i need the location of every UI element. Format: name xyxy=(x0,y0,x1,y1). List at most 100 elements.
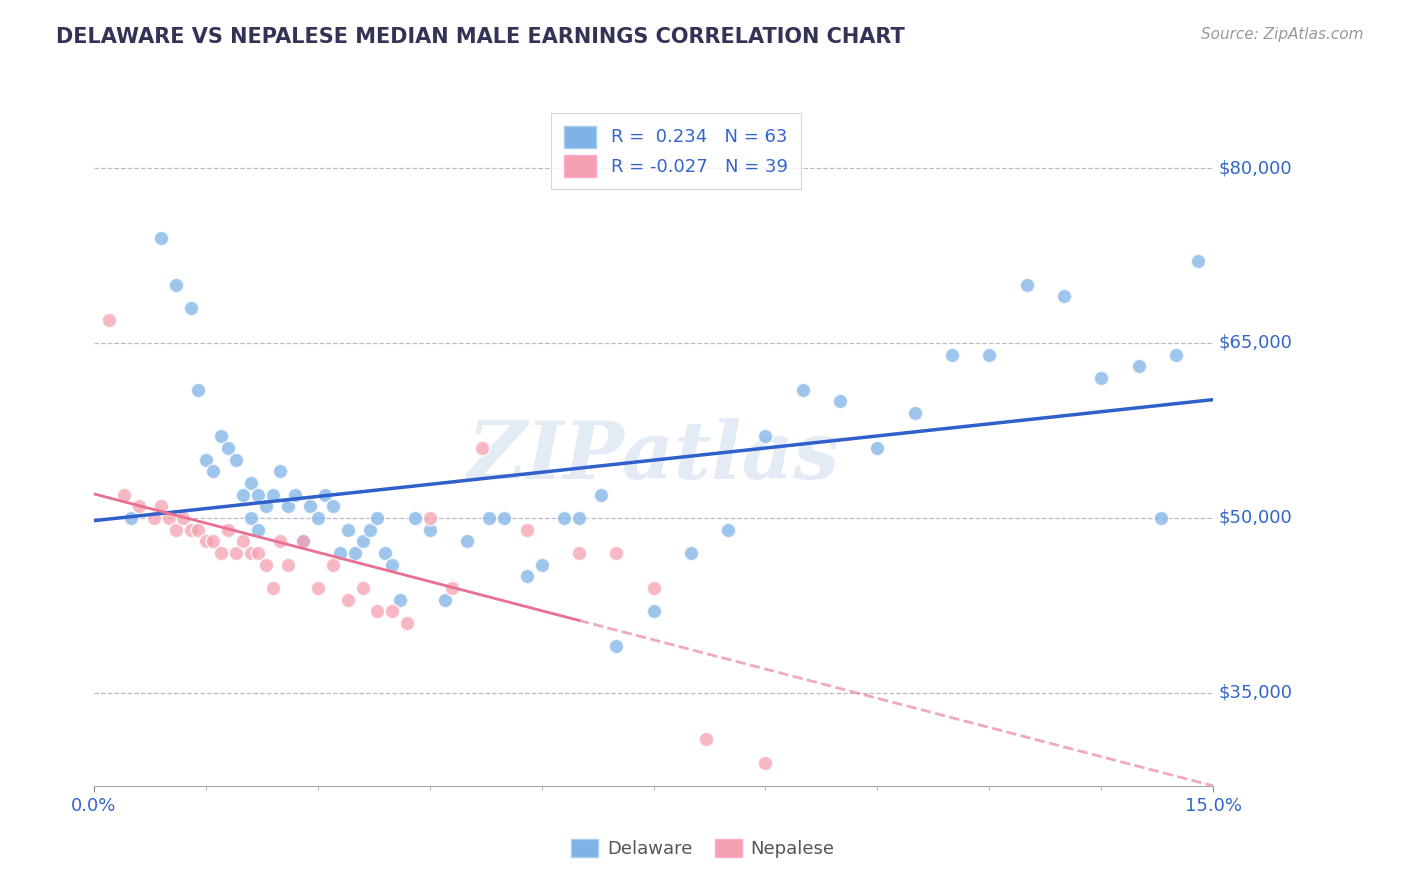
Point xyxy=(478,511,501,525)
Point xyxy=(247,546,270,560)
Point xyxy=(904,406,927,420)
Point xyxy=(433,592,456,607)
Point xyxy=(717,523,740,537)
Point xyxy=(307,511,329,525)
Point xyxy=(165,523,187,537)
Point xyxy=(239,511,262,525)
Point xyxy=(336,523,359,537)
Point xyxy=(262,581,284,595)
Point xyxy=(366,604,388,618)
Point xyxy=(1150,511,1173,525)
Point xyxy=(194,452,217,467)
Point xyxy=(419,511,441,525)
Point xyxy=(172,511,194,525)
Point xyxy=(941,348,963,362)
Point xyxy=(359,523,381,537)
Point xyxy=(284,487,307,501)
Point xyxy=(150,500,173,514)
Point xyxy=(456,534,478,549)
Point xyxy=(112,487,135,501)
Point xyxy=(366,511,388,525)
Text: $35,000: $35,000 xyxy=(1219,684,1292,702)
Point xyxy=(979,348,1001,362)
Point xyxy=(225,546,247,560)
Point xyxy=(1164,348,1187,362)
Point xyxy=(754,429,776,443)
Legend: R =  0.234   N = 63, R = -0.027   N = 39: R = 0.234 N = 63, R = -0.027 N = 39 xyxy=(551,113,800,189)
Point xyxy=(419,523,441,537)
Point xyxy=(120,511,142,525)
Point xyxy=(322,558,344,572)
Point xyxy=(187,523,209,537)
Point xyxy=(291,534,314,549)
Point xyxy=(180,523,202,537)
Point xyxy=(643,604,665,618)
Point xyxy=(591,487,613,501)
Point xyxy=(254,558,277,572)
Point xyxy=(254,500,277,514)
Point xyxy=(568,511,591,525)
Point xyxy=(157,511,180,525)
Point xyxy=(530,558,553,572)
Point xyxy=(1128,359,1150,374)
Point xyxy=(299,500,322,514)
Point xyxy=(277,558,299,572)
Point xyxy=(128,500,150,514)
Legend: Delaware, Nepalese: Delaware, Nepalese xyxy=(564,831,842,865)
Point xyxy=(754,756,776,770)
Point xyxy=(866,441,889,455)
Point xyxy=(291,534,314,549)
Point xyxy=(247,487,270,501)
Point xyxy=(352,534,374,549)
Point xyxy=(269,464,291,478)
Point xyxy=(516,569,538,583)
Point xyxy=(605,639,627,653)
Point xyxy=(239,475,262,490)
Point xyxy=(1090,371,1112,385)
Point xyxy=(336,592,359,607)
Point xyxy=(180,301,202,315)
Point xyxy=(202,464,225,478)
Point xyxy=(217,441,239,455)
Point xyxy=(307,581,329,595)
Point xyxy=(404,511,426,525)
Point xyxy=(568,546,591,560)
Point xyxy=(1187,254,1209,268)
Point xyxy=(695,732,717,747)
Point xyxy=(553,511,575,525)
Point xyxy=(225,452,247,467)
Point xyxy=(322,500,344,514)
Point xyxy=(792,383,814,397)
Point xyxy=(209,429,232,443)
Point xyxy=(239,546,262,560)
Point xyxy=(679,546,702,560)
Point xyxy=(165,277,187,292)
Point xyxy=(97,312,120,326)
Point xyxy=(269,534,291,549)
Point xyxy=(516,523,538,537)
Point xyxy=(232,534,254,549)
Point xyxy=(314,487,336,501)
Point xyxy=(494,511,516,525)
Point xyxy=(277,500,299,514)
Point xyxy=(352,581,374,595)
Point xyxy=(643,581,665,595)
Point xyxy=(388,592,411,607)
Text: $80,000: $80,000 xyxy=(1219,159,1292,177)
Point xyxy=(605,546,627,560)
Text: ZIPatlas: ZIPatlas xyxy=(467,418,839,496)
Point xyxy=(1053,289,1076,303)
Point xyxy=(209,546,232,560)
Point xyxy=(262,487,284,501)
Point xyxy=(381,604,404,618)
Point xyxy=(187,383,209,397)
Text: Source: ZipAtlas.com: Source: ZipAtlas.com xyxy=(1201,27,1364,42)
Point xyxy=(344,546,367,560)
Point xyxy=(441,581,464,595)
Point xyxy=(396,615,419,630)
Text: $65,000: $65,000 xyxy=(1219,334,1292,352)
Point xyxy=(150,231,173,245)
Point xyxy=(142,511,165,525)
Point xyxy=(1015,277,1038,292)
Point xyxy=(381,558,404,572)
